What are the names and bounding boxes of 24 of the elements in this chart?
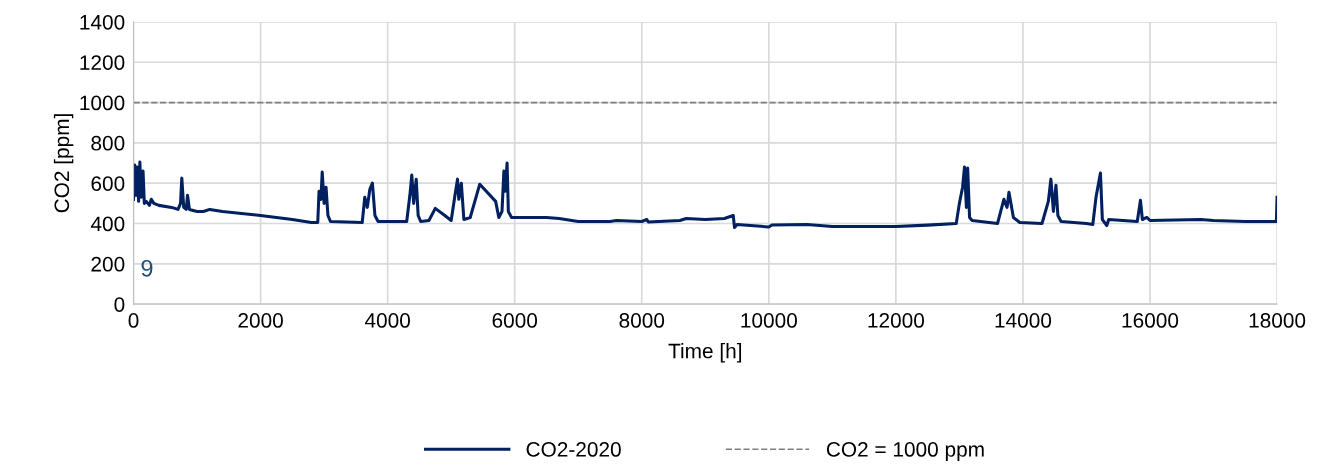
y-tick-label: 200 [91,256,125,272]
x-tick-label: 6000 [492,313,538,328]
x-tick-label: 12000 [868,313,925,328]
x-tick-label: 10000 [741,313,797,328]
y-axis-title: CO2 [ppm] [53,114,74,213]
x-tick-label: 0 [128,313,139,328]
x-tick-label: 14000 [995,313,1052,328]
y-tick-label: 0 [114,297,125,312]
line-series [133,160,1278,230]
y-tick-label: 800 [91,135,125,151]
x-tick-label: 4000 [364,313,410,328]
legend-label: CO2 = 1000 ppm [826,442,984,461]
y-tick-label: 1000 [80,95,125,111]
legend-label: CO2-2020 [526,442,621,457]
x-axis-title: Time [h] [668,343,742,363]
y-tick-label: 1200 [80,55,125,70]
annotation: 9 [141,259,153,277]
x-tick-label: 8000 [619,313,665,328]
x-tick-label: 16000 [1122,313,1179,328]
y-tick-label: 1400 [80,14,125,30]
y-tick-label: 400 [90,216,125,232]
x-tick-label: 2000 [238,313,283,328]
y-tick-label: 600 [91,176,125,191]
x-tick-label: 18000 [1249,313,1306,328]
